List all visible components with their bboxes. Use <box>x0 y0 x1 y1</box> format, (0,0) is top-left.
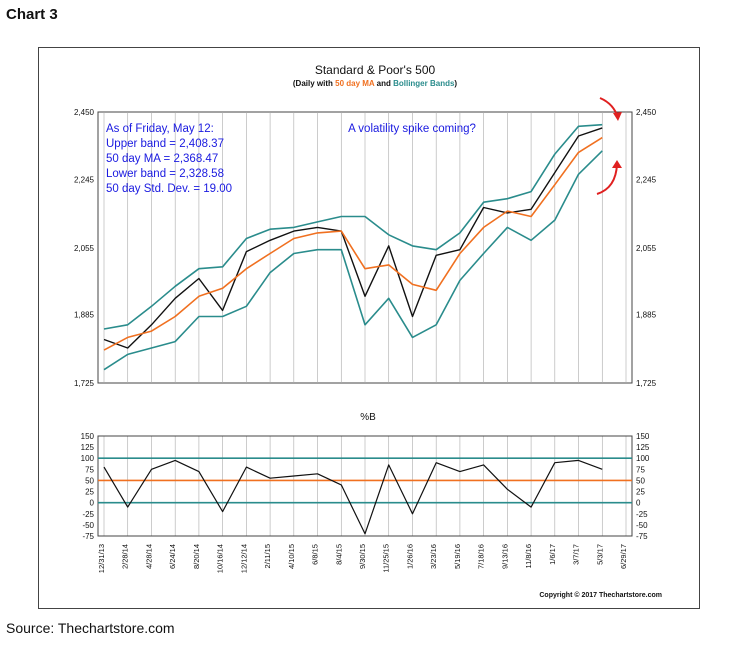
x-tick-label: 4/10/15 <box>287 544 296 569</box>
pb-y-tick-right: 75 <box>636 465 645 474</box>
x-tick-label: 8/4/15 <box>334 544 343 565</box>
pb-y-tick-right: 25 <box>636 488 645 497</box>
x-tick-label: 11/8/16 <box>524 544 533 568</box>
annotation-spike-note: A volatility spike coming? <box>348 123 476 135</box>
pb-y-tick-left: 0 <box>90 499 95 508</box>
y-tick-left: 2,245 <box>74 175 95 184</box>
pb-y-tick-right: 100 <box>636 454 650 463</box>
x-tick-label: 6/8/15 <box>311 544 320 565</box>
copyright-note: Copyright © 2017 Thechartstore.com <box>539 591 662 599</box>
series-s-p-500 <box>103 127 603 349</box>
pb-y-tick-left: 50 <box>85 476 94 485</box>
y-tick-left: 2,450 <box>74 108 95 117</box>
series-50-day-ma <box>103 136 603 351</box>
chart-label: Chart 3 <box>6 6 58 23</box>
x-tick-label: 6/29/17 <box>619 544 628 569</box>
arrow-up-head <box>612 160 622 168</box>
x-tick-label: 6/24/14 <box>168 544 177 569</box>
pb-y-tick-left: -25 <box>82 510 94 519</box>
pb-y-tick-right: -25 <box>636 510 648 519</box>
arrow-down-head <box>613 112 622 121</box>
annotation-line-0: As of Friday, May 12: <box>106 123 214 135</box>
y-tick-left: 2,055 <box>74 244 95 253</box>
y-tick-right: 2,450 <box>636 108 657 117</box>
x-tick-label: 9/30/15 <box>358 544 367 569</box>
y-tick-left: 1,725 <box>74 379 95 388</box>
pb-y-tick-right: -75 <box>636 532 648 541</box>
annotation-line-1: Upper band = 2,408.37 <box>106 138 224 150</box>
subtitle-part-2: and <box>374 79 393 88</box>
pb-y-tick-left: 25 <box>85 488 94 497</box>
subtitle-part-1: 50 day MA <box>335 79 375 88</box>
x-tick-label: 10/16/14 <box>216 544 225 573</box>
x-tick-label: 11/25/15 <box>382 544 391 573</box>
pb-plot-area <box>97 435 633 537</box>
chart-subtitle: (Daily with 50 day MA and Bollinger Band… <box>293 79 458 88</box>
annotation-line-4: 50 day Std. Dev. = 19.00 <box>106 183 232 195</box>
pb-y-tick-right: 0 <box>636 499 641 508</box>
x-tick-label: 12/12/14 <box>239 544 248 573</box>
pb-y-tick-left: 100 <box>81 454 95 463</box>
subtitle-part-4: ) <box>454 79 457 88</box>
x-tick-label: 4/28/14 <box>144 544 153 569</box>
series-lower-band <box>103 150 603 371</box>
x-tick-label: 1/26/16 <box>405 544 414 569</box>
pb-y-tick-left: 125 <box>81 443 95 452</box>
pb-y-tick-left: -75 <box>82 532 94 541</box>
annotation-line-3: Lower band = 2,328.58 <box>106 168 224 180</box>
pb-y-tick-right: 125 <box>636 443 650 452</box>
pb-y-tick-left: 75 <box>85 465 94 474</box>
y-tick-right: 2,055 <box>636 244 657 253</box>
pb-y-tick-left: 150 <box>81 432 95 441</box>
y-tick-right: 1,885 <box>636 310 657 319</box>
pb-title: %B <box>360 412 376 423</box>
subtitle-part-0: (Daily with <box>293 79 335 88</box>
source-note: Source: Thechartstore.com <box>6 620 175 636</box>
arrow-up-curve <box>596 163 618 195</box>
x-tick-label: 12/31/13 <box>97 544 106 573</box>
x-tick-label: 3/23/16 <box>429 544 438 569</box>
pb-y-tick-right: 150 <box>636 432 650 441</box>
chart-title: Standard & Poor's 500 <box>315 63 436 77</box>
series-upper-band <box>103 123 603 330</box>
annotation-line-2: 50 day MA = 2,368.47 <box>106 153 218 165</box>
x-tick-label: 5/3/17 <box>595 544 604 565</box>
y-tick-right: 1,725 <box>636 379 657 388</box>
x-tick-label: 8/20/14 <box>192 544 201 569</box>
pb-y-tick-right: -50 <box>636 521 648 530</box>
x-tick-label: 1/6/17 <box>548 544 557 565</box>
y-tick-right: 2,245 <box>636 175 657 184</box>
pb-y-tick-left: -50 <box>82 521 94 530</box>
y-tick-left: 1,885 <box>74 310 95 319</box>
x-tick-label: 3/7/17 <box>572 544 581 565</box>
subtitle-part-3: Bollinger Bands <box>393 79 455 88</box>
pb-y-tick-right: 50 <box>636 476 645 485</box>
x-tick-label: 9/13/16 <box>500 544 509 569</box>
series-percent-b <box>103 459 603 535</box>
x-tick-label: 2/28/14 <box>121 544 130 569</box>
x-tick-label: 5/19/16 <box>453 544 462 569</box>
x-tick-label: 7/18/16 <box>477 544 486 569</box>
x-tick-label: 2/11/15 <box>263 544 272 568</box>
